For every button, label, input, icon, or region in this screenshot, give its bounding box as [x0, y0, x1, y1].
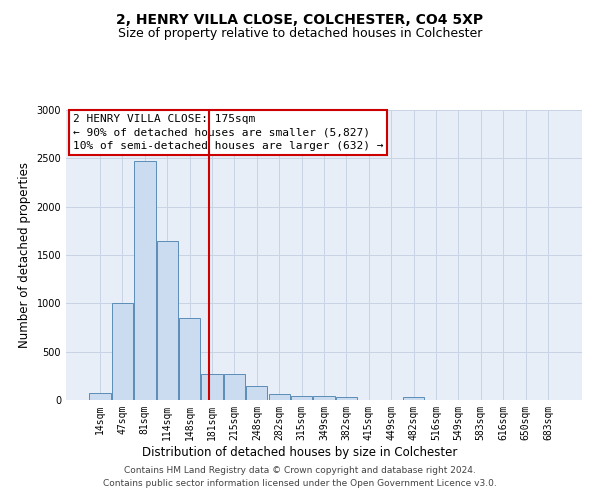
Bar [202, 374, 223, 400]
Bar [269, 394, 290, 400]
Bar [336, 397, 357, 400]
Bar [112, 304, 133, 400]
Bar [313, 396, 335, 400]
Text: Contains HM Land Registry data © Crown copyright and database right 2024.
Contai: Contains HM Land Registry data © Crown c… [103, 466, 497, 487]
Text: Size of property relative to detached houses in Colchester: Size of property relative to detached ho… [118, 28, 482, 40]
Bar [291, 396, 312, 400]
Text: 2 HENRY VILLA CLOSE: 175sqm
← 90% of detached houses are smaller (5,827)
10% of : 2 HENRY VILLA CLOSE: 175sqm ← 90% of det… [73, 114, 383, 151]
Text: Distribution of detached houses by size in Colchester: Distribution of detached houses by size … [142, 446, 458, 459]
Bar [89, 393, 111, 400]
Text: 2, HENRY VILLA CLOSE, COLCHESTER, CO4 5XP: 2, HENRY VILLA CLOSE, COLCHESTER, CO4 5X… [116, 12, 484, 26]
Bar [403, 397, 424, 400]
Bar [157, 240, 178, 400]
Bar [246, 386, 268, 400]
Bar [134, 161, 155, 400]
Bar [224, 374, 245, 400]
Bar [179, 318, 200, 400]
Y-axis label: Number of detached properties: Number of detached properties [18, 162, 31, 348]
